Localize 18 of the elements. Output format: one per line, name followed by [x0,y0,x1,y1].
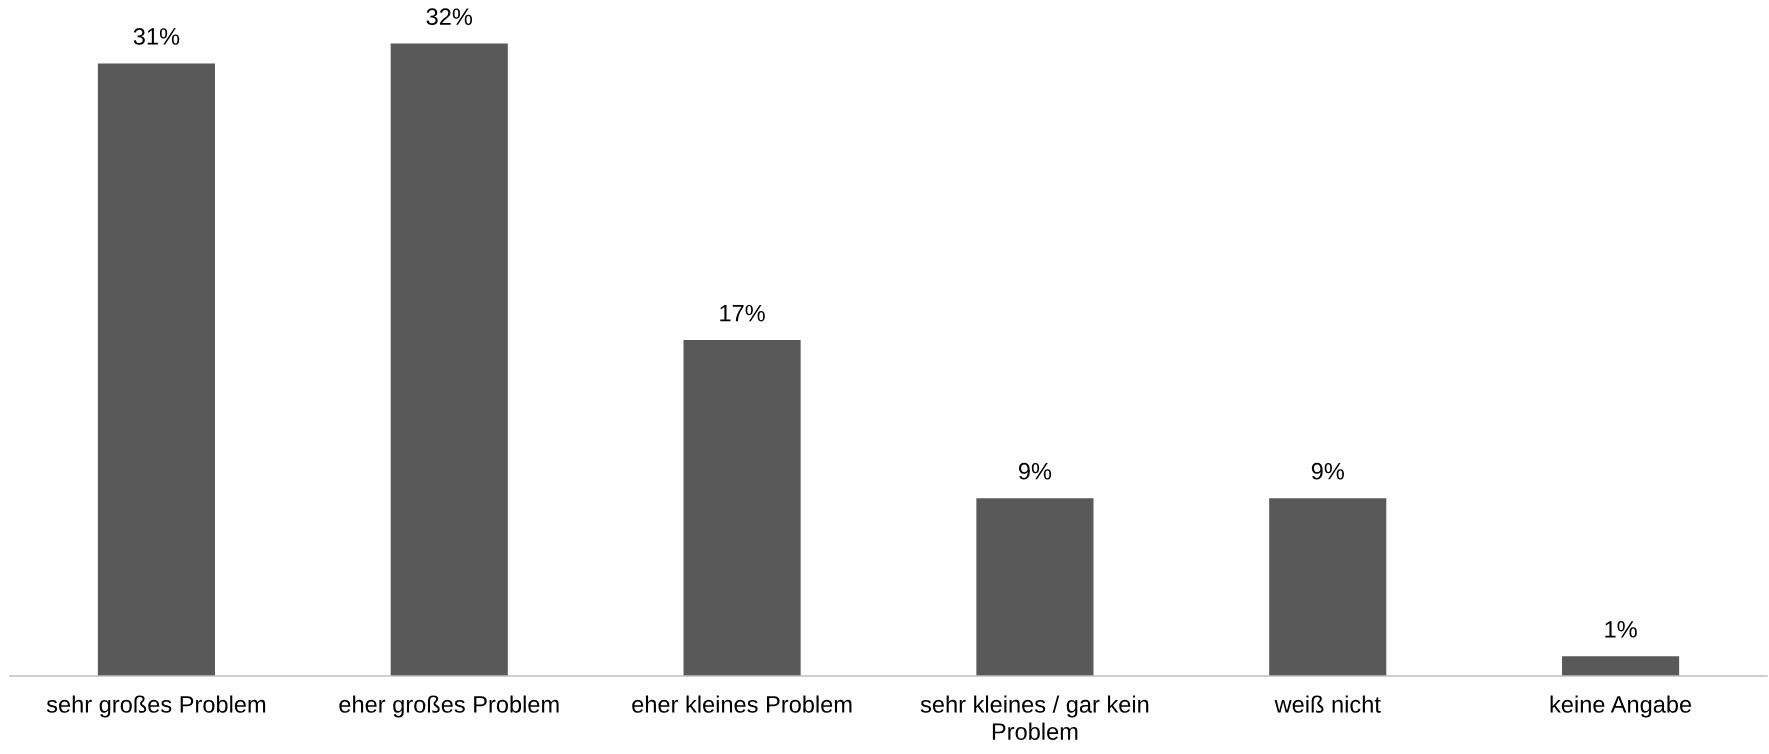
data-label: 32% [426,8,473,26]
data-label: 17% [720,304,765,322]
x-tick-label: weiß nicht [1274,695,1381,713]
bar [683,340,801,676]
x-tick-label: eher kleines Problem [632,695,852,713]
x-tick-label: keine Angabe [1550,695,1692,718]
bar [1269,498,1387,676]
data-label: 9% [1311,462,1344,480]
bar [1562,656,1680,676]
data-label: 1% [1605,621,1637,638]
x-tick-label: sehr großes Problem [46,695,266,718]
bar [390,43,508,676]
bar [97,63,215,676]
bar [976,498,1094,676]
data-label: 31% [133,28,180,45]
x-tick-label: eher großes Problem [339,695,559,718]
x-tick-label: sehr kleines / gar kein Problem [920,695,1149,740]
data-label: 9% [1018,462,1052,480]
